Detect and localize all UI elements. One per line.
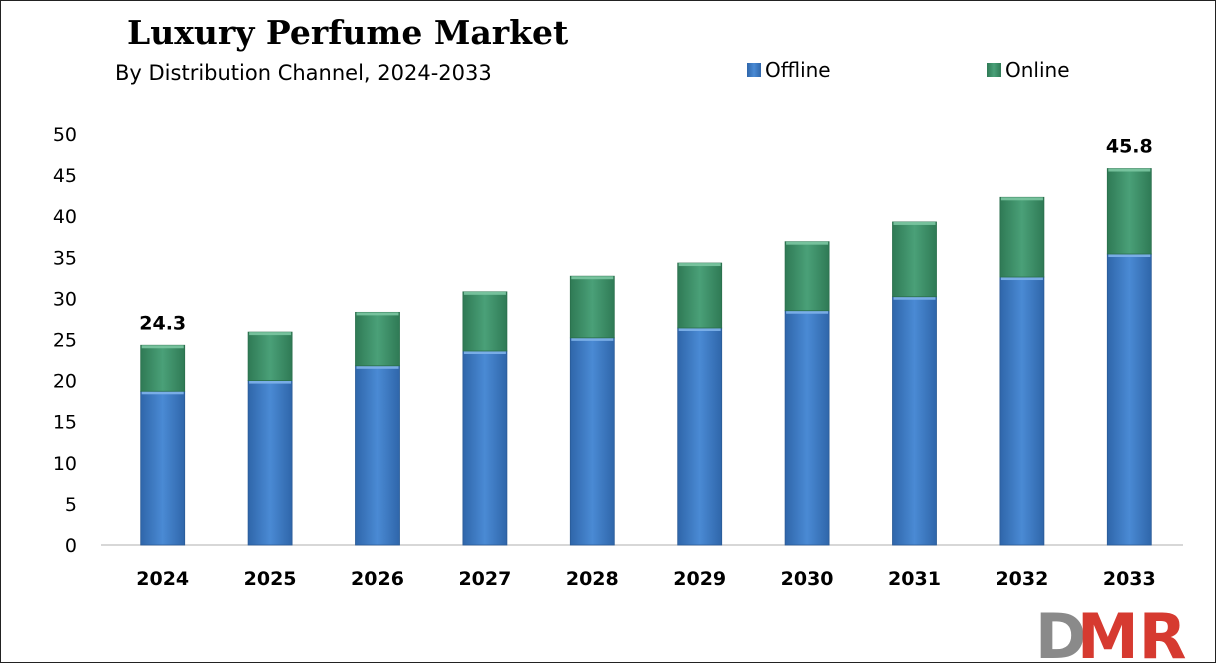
x-tick-label-2024: 2024 bbox=[136, 568, 189, 590]
y-tick-label: 45 bbox=[53, 165, 77, 187]
bar-online-2030 bbox=[784, 241, 830, 312]
legend-swatch-offline bbox=[747, 63, 761, 77]
dmr-logo: D MR bbox=[1035, 600, 1186, 662]
bar-bevel-online-2030 bbox=[786, 241, 829, 245]
y-tick-label: 25 bbox=[53, 330, 77, 352]
legend-swatch-online bbox=[987, 63, 1001, 77]
bar-offline-2033 bbox=[1106, 253, 1152, 546]
bar-bevel-offline-2032 bbox=[1000, 277, 1043, 281]
bar-bevel-offline-2024 bbox=[141, 391, 184, 395]
bar-offline-2026 bbox=[355, 365, 400, 546]
data-labels: 24.3 45.8 bbox=[139, 136, 1152, 335]
bar-offline-2024 bbox=[140, 390, 186, 546]
bar-online-2024 bbox=[140, 344, 186, 392]
x-axis: 2024 2025 2026 2027 2028 2029 2030 2031 2032 2033 bbox=[136, 568, 1155, 590]
x-tick-label-2032: 2032 bbox=[995, 568, 1048, 590]
bar-bevel-offline-2031 bbox=[893, 296, 936, 300]
bar-bevel-online-2026 bbox=[356, 312, 399, 316]
y-tick-label: 35 bbox=[53, 247, 77, 269]
bar-offline-2031 bbox=[892, 296, 937, 546]
data-label-total-2033: 45.8 bbox=[1106, 136, 1153, 158]
bar-bevel-online-2029 bbox=[678, 263, 721, 267]
chart-title: Luxury Perfume Market bbox=[127, 13, 569, 52]
x-tick-label-2033: 2033 bbox=[1103, 568, 1156, 590]
bar-offline-2032 bbox=[999, 276, 1045, 546]
bars bbox=[140, 168, 1152, 546]
x-tick-label-2026: 2026 bbox=[351, 568, 404, 590]
legend-label-offline: Offline bbox=[765, 58, 831, 82]
y-axis: 0 5 10 15 20 25 30 35 40 45 50 bbox=[53, 124, 77, 557]
logo-letters-mr: MR bbox=[1077, 600, 1186, 662]
x-tick-label-2031: 2031 bbox=[888, 568, 941, 590]
chart-subtitle: By Distribution Channel, 2024-2033 bbox=[115, 61, 492, 85]
bar-offline-2027 bbox=[462, 350, 508, 546]
bar-bevel-offline-2029 bbox=[678, 327, 721, 331]
bar-offline-2028 bbox=[569, 337, 615, 546]
bar-bevel-offline-2025 bbox=[249, 380, 292, 384]
bar-bevel-offline-2033 bbox=[1108, 254, 1151, 258]
data-label-total-2024: 24.3 bbox=[139, 312, 186, 334]
bar-bevel-offline-2028 bbox=[571, 337, 614, 341]
bar-online-2031 bbox=[892, 221, 937, 298]
bar-online-2029 bbox=[677, 262, 723, 329]
x-tick-label-2029: 2029 bbox=[673, 568, 726, 590]
bar-offline-2029 bbox=[677, 327, 723, 546]
y-tick-label: 50 bbox=[53, 124, 77, 146]
x-tick-label-2027: 2027 bbox=[458, 568, 511, 590]
bar-online-2027 bbox=[462, 291, 508, 352]
bar-bevel-online-2027 bbox=[463, 291, 506, 295]
bar-bevel-online-2033 bbox=[1108, 168, 1151, 172]
y-tick-label: 20 bbox=[53, 371, 77, 393]
bar-online-2032 bbox=[999, 196, 1045, 278]
y-tick-label: 15 bbox=[53, 412, 77, 434]
bar-bevel-offline-2026 bbox=[356, 365, 399, 369]
bar-offline-2030 bbox=[784, 310, 830, 546]
logo-letter-d: D bbox=[1035, 600, 1086, 662]
bar-online-2026 bbox=[355, 311, 400, 367]
bar-bevel-online-2032 bbox=[1000, 197, 1043, 201]
y-tick-label: 30 bbox=[53, 288, 77, 310]
bar-online-2033 bbox=[1106, 168, 1152, 255]
y-tick-label: 40 bbox=[53, 206, 77, 228]
y-tick-label: 10 bbox=[53, 453, 77, 475]
bar-bevel-offline-2030 bbox=[786, 310, 829, 314]
bar-online-2028 bbox=[569, 275, 615, 339]
y-tick-label: 5 bbox=[65, 494, 77, 516]
x-tick-label-2025: 2025 bbox=[244, 568, 297, 590]
bar-bevel-offline-2027 bbox=[463, 351, 506, 355]
legend-label-online: Online bbox=[1005, 58, 1070, 82]
bar-bevel-online-2025 bbox=[249, 332, 292, 336]
bar-online-2025 bbox=[247, 331, 293, 381]
legend: Offline Online bbox=[747, 58, 1070, 82]
y-tick-label: 0 bbox=[65, 535, 77, 557]
x-tick-label-2030: 2030 bbox=[781, 568, 834, 590]
bar-bevel-online-2031 bbox=[893, 221, 936, 225]
bar-bevel-online-2028 bbox=[571, 276, 614, 280]
bar-offline-2025 bbox=[247, 380, 293, 546]
x-tick-label-2028: 2028 bbox=[566, 568, 619, 590]
bar-bevel-online-2024 bbox=[141, 345, 184, 349]
